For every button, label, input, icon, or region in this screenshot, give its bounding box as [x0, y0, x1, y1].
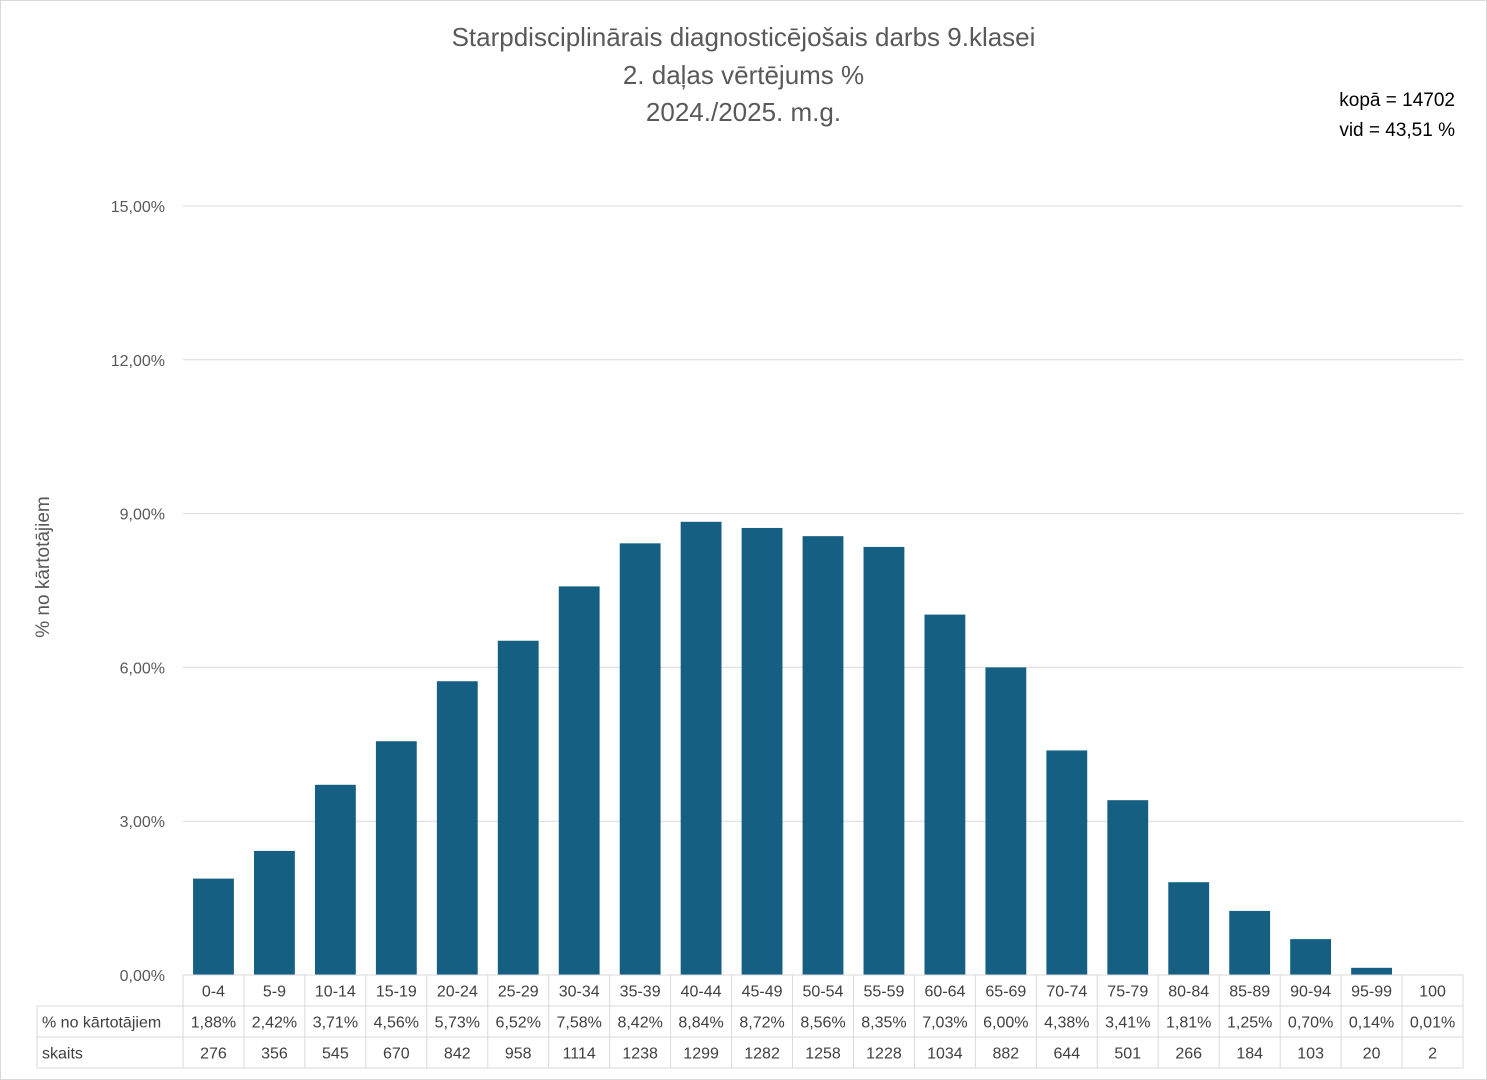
count-cell: 1282 — [744, 1046, 780, 1063]
percent-cell: 6,00% — [983, 1015, 1028, 1032]
percent-cell: 3,71% — [313, 1015, 358, 1032]
percent-cell: 0,01% — [1410, 1015, 1455, 1032]
x-category-label: 40-44 — [681, 984, 722, 1001]
bar — [1229, 910, 1271, 975]
bar — [1168, 882, 1210, 975]
bar — [254, 850, 295, 975]
x-category-label: 50-54 — [803, 984, 844, 1001]
count-cell: 842 — [444, 1046, 471, 1063]
bar — [558, 586, 600, 975]
count-cell: 1299 — [683, 1046, 719, 1063]
count-cell: 356 — [261, 1046, 288, 1063]
bar — [1290, 939, 1332, 975]
x-category-label: 65-69 — [985, 984, 1026, 1001]
x-category-label: 75-79 — [1107, 984, 1148, 1001]
table-row-label-percent: % no kārtotājiem — [42, 1015, 161, 1032]
y-tick-label: 12,00% — [111, 353, 165, 370]
percent-cell: 3,41% — [1105, 1015, 1150, 1032]
bar — [802, 536, 844, 975]
count-cell: 1114 — [563, 1046, 596, 1063]
chart-title-line-1: Starpdisciplinārais diagnosticējošais da… — [451, 22, 1036, 52]
y-tick-label: 6,00% — [120, 660, 165, 677]
bar — [1046, 750, 1088, 975]
percent-cell: 0,70% — [1288, 1015, 1333, 1032]
bar — [375, 741, 417, 975]
percent-cell: 8,35% — [861, 1015, 906, 1032]
bar — [985, 667, 1027, 975]
count-cell: 1238 — [622, 1046, 658, 1063]
y-tick-label: 3,00% — [120, 814, 165, 831]
count-cell: 103 — [1297, 1046, 1324, 1063]
x-category-label: 25-29 — [498, 984, 539, 1001]
bar — [436, 681, 478, 975]
bar — [680, 521, 722, 975]
x-category-label: 10-14 — [315, 984, 356, 1001]
chart-title-line-3: 2024./2025. m.g. — [645, 97, 842, 127]
x-category-label: 100 — [1419, 984, 1446, 1001]
percent-cell: 7,58% — [557, 1015, 602, 1032]
percent-cell: 8,72% — [739, 1015, 784, 1032]
count-cell: 545 — [322, 1046, 349, 1063]
total-count-label: kopā = 14702 — [1339, 90, 1455, 111]
percent-cell: 4,56% — [374, 1015, 419, 1032]
bar — [193, 878, 234, 975]
bar — [1351, 967, 1392, 975]
count-cell: 266 — [1175, 1046, 1202, 1063]
x-category-label: 90-94 — [1290, 984, 1331, 1001]
percent-cell: 5,73% — [435, 1015, 480, 1032]
y-tick-label: 9,00% — [120, 507, 165, 524]
x-category-label: 95-99 — [1351, 984, 1392, 1001]
bar — [314, 784, 356, 975]
table-row-label-count: skaits — [42, 1046, 83, 1063]
count-cell: 184 — [1236, 1046, 1263, 1063]
percent-cell: 1,88% — [191, 1015, 236, 1032]
percent-cell: 1,81% — [1166, 1015, 1211, 1032]
bar — [1107, 800, 1149, 975]
x-category-label: 60-64 — [924, 984, 965, 1001]
bar — [619, 543, 661, 975]
percent-cell: 6,52% — [496, 1015, 541, 1032]
x-category-label: 0-4 — [202, 984, 225, 1001]
x-category-label: 35-39 — [620, 984, 661, 1001]
count-cell: 644 — [1053, 1046, 1080, 1063]
count-cell: 2 — [1428, 1046, 1437, 1063]
bar — [741, 527, 783, 975]
percent-cell: 7,03% — [922, 1015, 967, 1032]
count-cell: 1228 — [866, 1046, 902, 1063]
x-category-label: 15-19 — [376, 984, 417, 1001]
count-cell: 501 — [1114, 1046, 1141, 1063]
mean-value-label: vid = 43,51 % — [1339, 120, 1455, 141]
x-category-label: 55-59 — [863, 984, 904, 1001]
y-axis-label: % no kārtotājiem — [33, 496, 54, 638]
count-cell: 958 — [505, 1046, 532, 1063]
count-cell: 1258 — [805, 1046, 841, 1063]
x-category-label: 5-9 — [263, 984, 286, 1001]
bar — [497, 640, 539, 975]
x-category-label: 45-49 — [742, 984, 783, 1001]
chart-title-line-2: 2. daļas vērtējums % — [622, 60, 865, 90]
y-tick-label: 0,00% — [120, 968, 165, 985]
y-tick-label: 15,00% — [111, 199, 165, 216]
count-cell: 20 — [1363, 1046, 1381, 1063]
x-category-label: 30-34 — [559, 984, 600, 1001]
x-category-label: 85-89 — [1229, 984, 1270, 1001]
count-cell: 670 — [383, 1046, 410, 1063]
count-cell: 1034 — [927, 1046, 963, 1063]
percent-cell: 8,42% — [617, 1015, 662, 1032]
percent-cell: 8,84% — [678, 1015, 723, 1032]
percent-cell: 2,42% — [252, 1015, 297, 1032]
x-category-label: 20-24 — [437, 984, 478, 1001]
bar — [863, 546, 905, 975]
count-cell: 276 — [200, 1046, 227, 1063]
percent-cell: 1,25% — [1227, 1015, 1272, 1032]
x-category-label: 70-74 — [1046, 984, 1087, 1001]
count-cell: 882 — [993, 1046, 1020, 1063]
bar — [924, 614, 966, 975]
percent-cell: 0,14% — [1349, 1015, 1394, 1032]
percent-cell: 4,38% — [1044, 1015, 1089, 1032]
percent-cell: 8,56% — [800, 1015, 845, 1032]
x-category-label: 80-84 — [1168, 984, 1209, 1001]
